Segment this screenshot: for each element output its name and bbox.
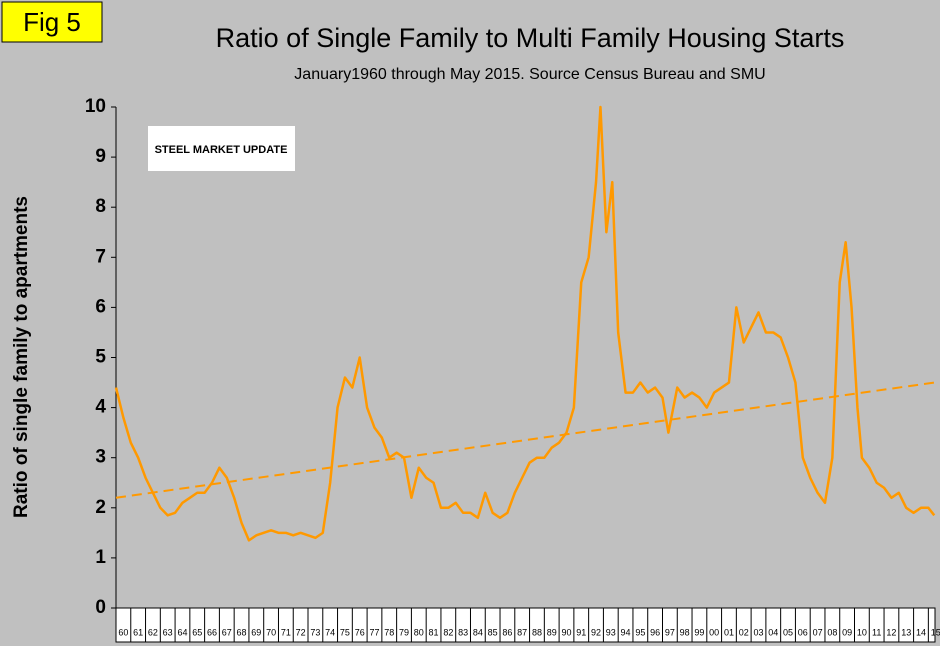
x-tick-label: 84	[473, 627, 483, 637]
y-tick-label: 5	[95, 347, 106, 368]
x-tick-label: 10	[857, 627, 867, 637]
y-tick-label: 10	[85, 96, 106, 117]
y-tick-label: 8	[95, 196, 106, 217]
x-tick-label: 12	[886, 627, 896, 637]
x-tick-label: 65	[192, 627, 202, 637]
x-tick-label: 87	[517, 627, 527, 637]
x-tick-label: 99	[694, 627, 704, 637]
x-tick-label: 68	[237, 627, 247, 637]
chart-subtitle: January1960 through May 2015. Source Cen…	[294, 66, 765, 83]
data-line	[114, 105, 936, 542]
x-tick-label: 90	[561, 627, 571, 637]
x-tick-label: 66	[207, 627, 217, 637]
x-tick-label: 00	[709, 627, 719, 637]
x-tick-label: 93	[606, 627, 616, 637]
x-tick-label: 96	[650, 627, 660, 637]
x-tick-label: 78	[384, 627, 394, 637]
x-tick-label: 67	[222, 627, 232, 637]
figure-label: Fig 5	[23, 7, 81, 37]
x-tick-label: 83	[458, 627, 468, 637]
x-tick-label: 75	[340, 627, 350, 637]
x-tick-label: 94	[621, 627, 631, 637]
x-tick-label: 63	[163, 627, 173, 637]
x-tick-label: 64	[177, 627, 187, 637]
x-tick-label: 04	[768, 627, 778, 637]
x-tick-label: 71	[281, 627, 291, 637]
x-tick-label: 08	[827, 627, 837, 637]
x-tick-label: 06	[798, 627, 808, 637]
x-tick-label: 05	[783, 627, 793, 637]
y-tick-label: 3	[95, 447, 106, 468]
y-tick-label: 7	[95, 246, 106, 267]
x-tick-label: 11	[872, 627, 881, 637]
x-tick-label: 97	[665, 627, 675, 637]
x-tick-label: 73	[310, 627, 320, 637]
logo-box	[148, 126, 295, 171]
x-tick-label: 13	[901, 627, 911, 637]
x-tick-label: 09	[842, 627, 852, 637]
x-tick-label: 07	[813, 627, 823, 637]
x-tick-label: 02	[739, 627, 749, 637]
y-tick-label: 9	[95, 146, 106, 167]
x-tick-label: 70	[266, 627, 276, 637]
x-tick-label: 74	[325, 627, 335, 637]
x-tick-label: 69	[251, 627, 261, 637]
y-tick-label: 0	[95, 597, 106, 618]
logo: STEEL MARKET UPDATE	[155, 144, 288, 156]
x-tick-label: 60	[118, 627, 128, 637]
x-tick-label: 82	[443, 627, 453, 637]
y-tick-label: 4	[95, 397, 106, 418]
x-tick-label: 86	[502, 627, 512, 637]
x-tick-label: 01	[724, 627, 734, 637]
x-tick-label: 03	[753, 627, 763, 637]
x-tick-label: 76	[355, 627, 365, 637]
x-tick-label: 95	[635, 627, 645, 637]
x-tick-label: 77	[369, 627, 379, 637]
y-tick-label: 6	[95, 296, 106, 317]
x-tick-label: 89	[547, 627, 557, 637]
x-tick-label: 62	[148, 627, 158, 637]
x-tick-label: 15	[931, 627, 940, 637]
x-tick-label: 14	[916, 627, 926, 637]
x-axis-band	[115, 607, 936, 643]
y-tick-label: 2	[95, 497, 106, 518]
x-tick-label: 81	[429, 627, 439, 637]
x-tick-label: 92	[591, 627, 601, 637]
x-tick-label: 85	[488, 627, 498, 637]
x-tick-label: 72	[296, 627, 306, 637]
x-tick-label: 91	[576, 627, 586, 637]
x-tick-label: 80	[414, 627, 424, 637]
x-tick-label: 79	[399, 627, 409, 637]
chart-title: Ratio of Single Family to Multi Family H…	[216, 23, 845, 53]
x-tick-label: 98	[680, 627, 690, 637]
x-tick-label: 88	[532, 627, 542, 637]
fig-box	[1, 1, 103, 43]
y-tick-label: 1	[95, 547, 106, 568]
y-axis-title: Ratio of single family to apartments	[11, 196, 32, 518]
x-tick-label: 61	[133, 627, 143, 637]
